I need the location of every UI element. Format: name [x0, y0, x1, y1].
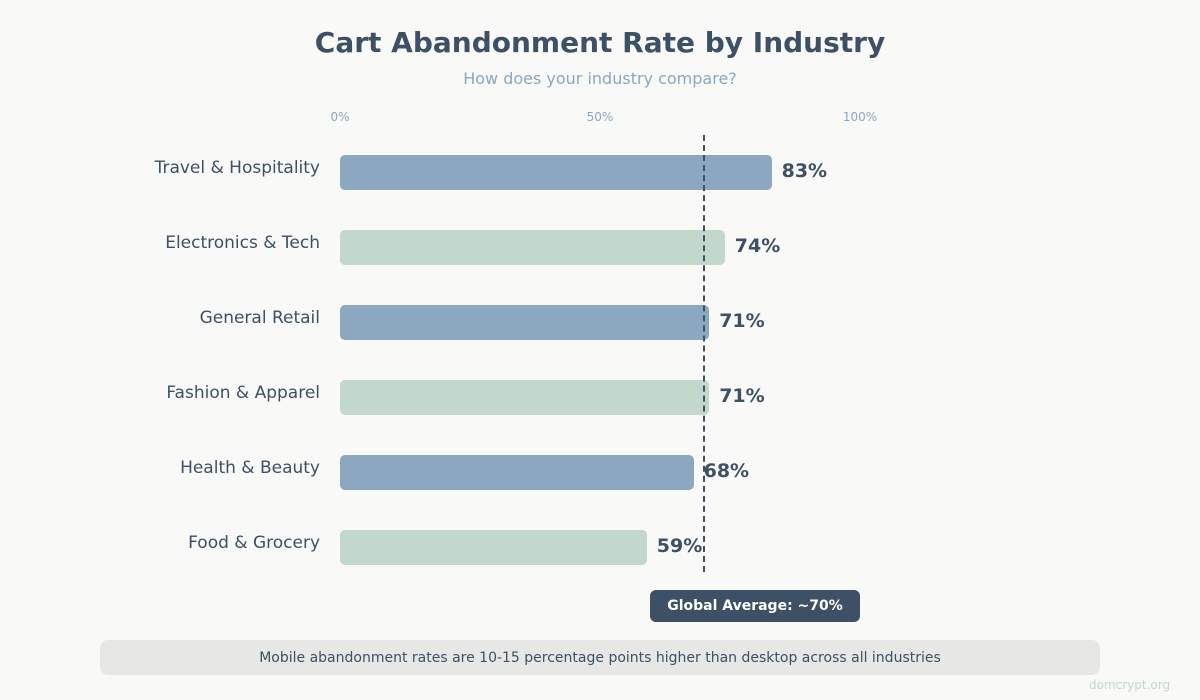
- category-label: Food & Grocery: [188, 533, 320, 553]
- x-tick-label: 100%: [842, 110, 878, 124]
- value-label: 71%: [719, 385, 765, 407]
- footnote: Mobile abandonment rates are 10-15 perce…: [100, 640, 1100, 675]
- category-label: Travel & Hospitality: [154, 158, 320, 178]
- average-reference-line: [703, 135, 705, 572]
- category-label: Health & Beauty: [180, 458, 320, 478]
- global-average-badge: Global Average: ~70%: [650, 590, 860, 622]
- category-label: Electronics & Tech: [165, 233, 320, 253]
- chart-title: Cart Abandonment Rate by Industry: [314, 26, 886, 59]
- category-label: General Retail: [199, 308, 320, 328]
- watermark: domcrypt.org: [1089, 678, 1171, 692]
- bar: [340, 530, 647, 565]
- value-label: 83%: [781, 160, 828, 182]
- value-label: 59%: [656, 535, 703, 557]
- category-label: Fashion & Apparel: [166, 383, 320, 403]
- bar: [340, 455, 694, 490]
- chart-subtitle: How does your industry compare?: [463, 69, 737, 88]
- x-tick-label: 50%: [586, 110, 614, 124]
- value-label: 71%: [719, 310, 765, 332]
- bar: [340, 305, 710, 340]
- bar: [340, 380, 710, 415]
- bar: [340, 230, 725, 265]
- bar: [340, 155, 772, 190]
- value-label: 68%: [703, 460, 750, 482]
- value-label: 74%: [734, 235, 781, 257]
- x-tick-label: 0%: [330, 110, 350, 124]
